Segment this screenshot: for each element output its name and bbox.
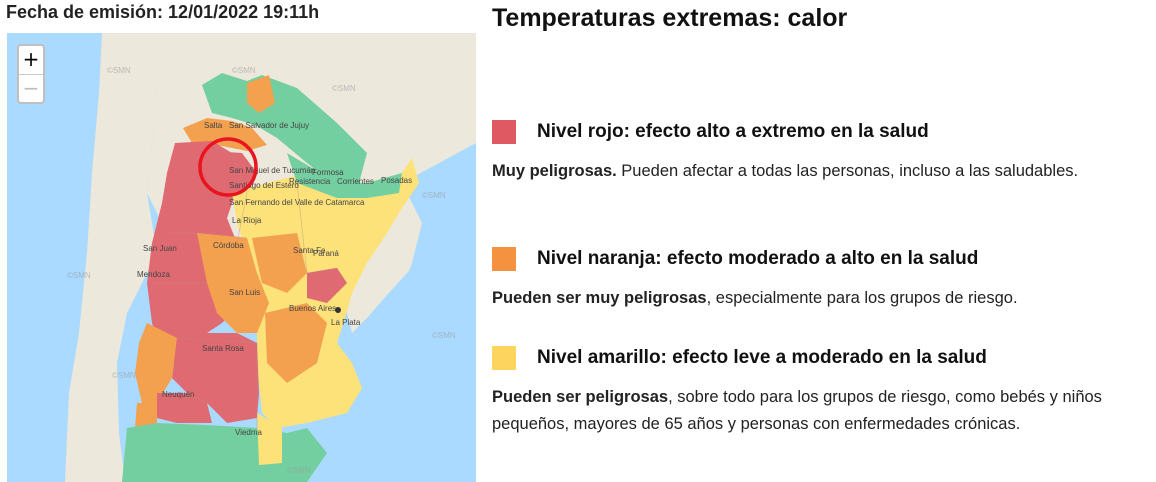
region-amarillo-viedma: [257, 413, 282, 465]
label-neuquen: Neuquén: [162, 390, 194, 399]
watermark: ©SMN: [332, 84, 356, 93]
label-laplata: La Plata: [331, 318, 361, 327]
watermark: ©SMN: [107, 66, 131, 75]
label-sanluis: San Luis: [229, 288, 260, 297]
region-rojo-neuquen: [157, 393, 212, 423]
label-parana: Paraná: [313, 249, 339, 258]
region-rojo-tucuman: [212, 151, 257, 193]
region-naranja-bsas: [265, 303, 327, 383]
label-formosa: Formosa: [312, 168, 344, 177]
region-rojo-parana: [307, 268, 347, 303]
label-jujuy: San Salvador de Jujuy: [229, 121, 309, 130]
issue-date: Fecha de emisión: 12/01/2022 19:11h: [6, 2, 320, 22]
label-mendoza: Mendoza: [137, 270, 170, 279]
level-rojo-swatch: [492, 120, 516, 144]
region-naranja-jujuy: [247, 75, 275, 113]
highlight-circle: [198, 137, 258, 197]
label-sanjuan: San Juan: [143, 244, 177, 253]
alert-map[interactable]: ©SMN ©SMN ©SMN ©SMN ©SMN ©SMN ©SMN ©SMN …: [7, 33, 476, 482]
level-naranja-bold: Pueden ser muy peligrosas: [492, 289, 707, 307]
watermark: ©SMN: [422, 191, 446, 200]
level-naranja-swatch: [492, 247, 516, 271]
level-amarillo-bold: Pueden ser peligrosas: [492, 388, 669, 406]
label-larioja: La Rioja: [232, 216, 262, 225]
watermark: ©SMN: [112, 371, 136, 380]
level-naranja-description: Pueden ser muy peligrosas, especialmente…: [492, 285, 1112, 312]
label-resistencia: Resistencia: [289, 177, 331, 186]
level-naranja: Nivel naranja: efecto moderado a alto en…: [492, 247, 978, 271]
level-naranja-title: Nivel naranja: efecto moderado a alto en…: [537, 248, 979, 269]
level-naranja-text: , especialmente para los grupos de riesg…: [706, 289, 1018, 307]
label-cordoba: Córdoba: [213, 241, 244, 250]
level-rojo-description: Muy peligrosas. Pueden afectar a todas l…: [492, 158, 1112, 185]
watermark: ©SMN: [287, 466, 311, 475]
level-amarillo: Nivel amarillo: efecto leve a moderado e…: [492, 346, 987, 370]
level-rojo: Nivel rojo: efecto alto a extremo en la …: [492, 120, 929, 144]
label-catamarca: San Fernando del Valle de Catamarca: [229, 198, 365, 207]
region-naranja-centro: [197, 233, 269, 333]
label-salta: Salta: [204, 121, 223, 130]
map-canvas: ©SMN ©SMN ©SMN ©SMN ©SMN ©SMN ©SMN ©SMN …: [7, 33, 476, 482]
watermark: ©SMN: [232, 66, 256, 75]
level-amarillo-description: Pueden ser peligrosas, sobre todo para l…: [492, 384, 1112, 438]
region-naranja-neuquen: [135, 403, 157, 428]
province-borders: [152, 142, 338, 428]
region-rojo-lapampa: [172, 333, 259, 423]
zoom-in-button[interactable]: +: [22, 47, 40, 71]
watermark: ©SMN: [432, 331, 456, 340]
zoom-control: + −: [17, 44, 45, 104]
label-corrientes: Corrientes: [337, 177, 374, 186]
panel-title: Temperaturas extremas: calor: [492, 4, 848, 32]
pacific-ocean: [7, 33, 102, 482]
region-verde-norte: [202, 73, 367, 183]
label-viedma: Viedma: [235, 428, 263, 437]
region-naranja-cordoba: [252, 233, 307, 293]
label-santiago: Santiago del Estero: [229, 181, 299, 190]
level-rojo-title: Nivel rojo: efecto alto a extremo en la …: [537, 121, 929, 142]
capital-marker: [335, 307, 341, 313]
watermark: ©SMN: [67, 271, 91, 280]
level-rojo-bold: Muy peligrosas.: [492, 162, 617, 180]
zoom-out-button[interactable]: −: [19, 74, 43, 103]
level-amarillo-swatch: [492, 346, 516, 370]
region-naranja-sur: [135, 323, 177, 403]
label-buenosaires: Buenos Aires: [289, 304, 336, 313]
level-amarillo-title: Nivel amarillo: efecto leve a moderado e…: [537, 347, 987, 368]
region-verde-litoral: [287, 153, 402, 198]
label-santafe: Santa Fe: [293, 246, 326, 255]
label-posadas: Posadas: [381, 176, 412, 185]
atlantic-ocean: [347, 143, 476, 482]
level-amarillo-text: , sobre todo para los grupos de riesgo, …: [492, 388, 1102, 433]
label-santarosa: Santa Rosa: [202, 344, 244, 353]
level-rojo-text: Pueden afectar a todas las personas, inc…: [616, 162, 1079, 180]
label-tucuman: San Miguel de Tucumán: [229, 166, 315, 175]
